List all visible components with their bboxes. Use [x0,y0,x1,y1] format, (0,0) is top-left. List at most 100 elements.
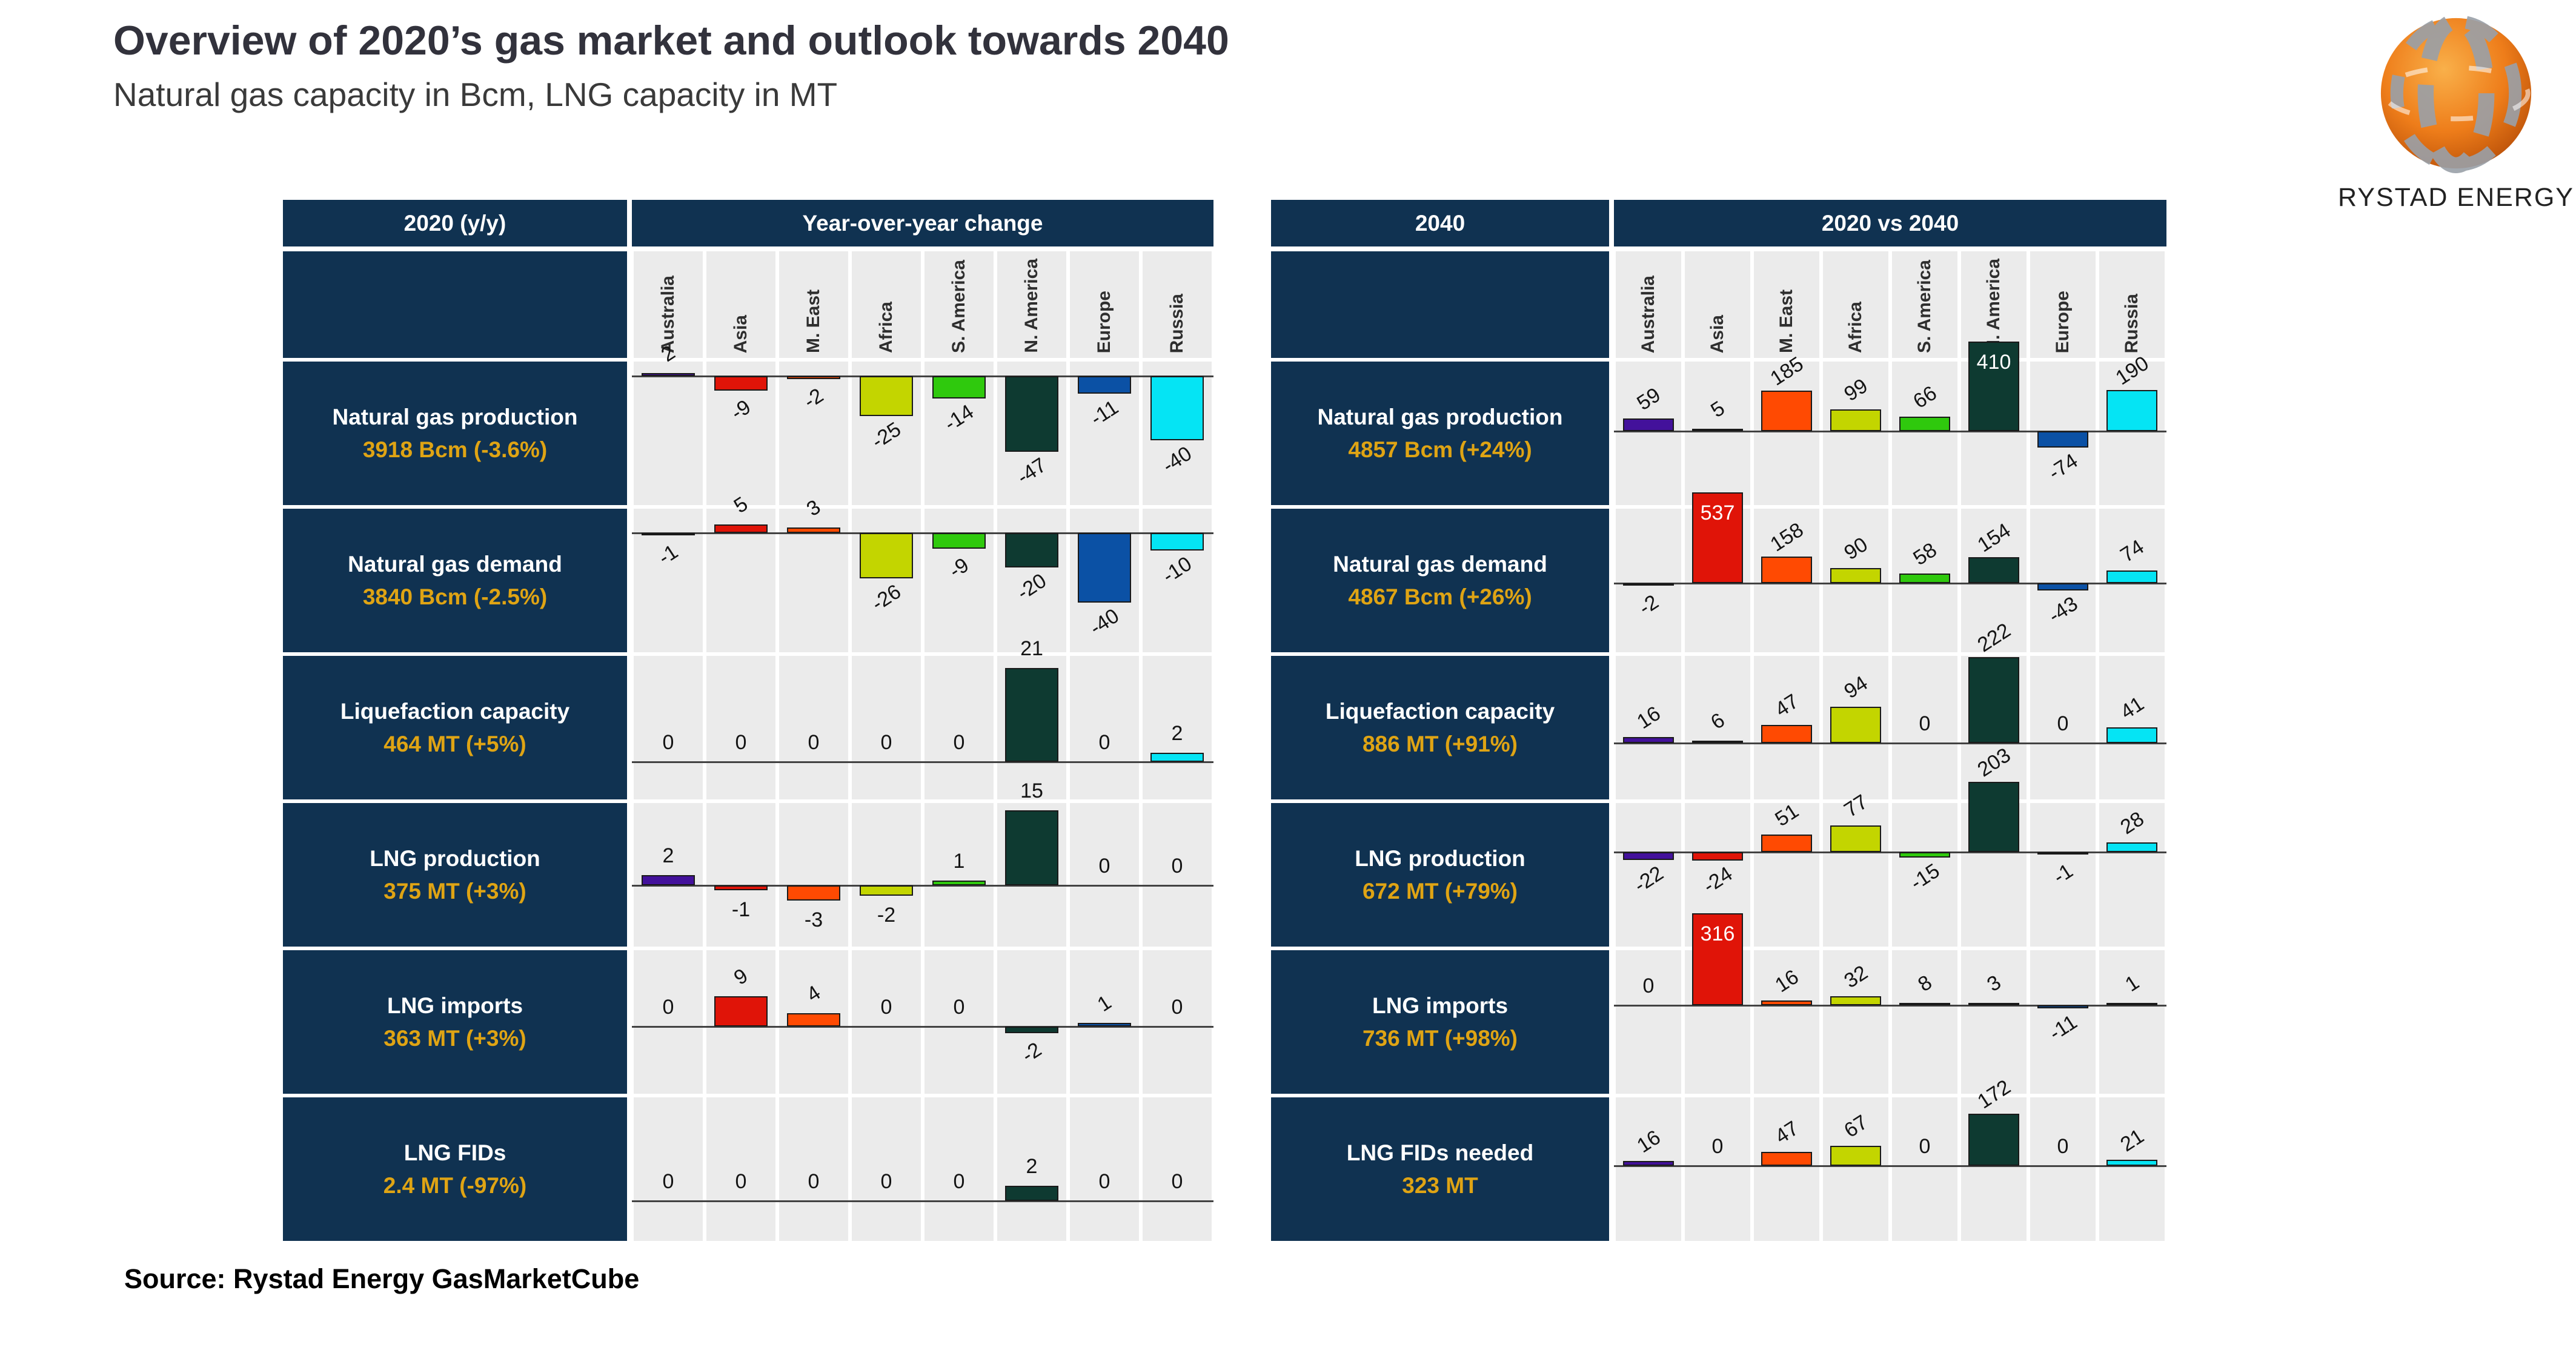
bar-value-label: 21 [1020,637,1043,660]
metric-bar-row: 0 0 0 0 0 21 0 2 [632,637,1213,799]
metric-name: Natural gas demand [348,551,562,577]
panel-2040: 2040 2020 vs 2040 Natural gas production 48… [1271,200,2166,1245]
bar [1622,1161,1675,1166]
panel-body: Natural gas production 4857 Bcm (+24%) Nat… [1271,251,2166,1245]
metric-total: 323 MT [1402,1172,1478,1198]
bar-value-label: 1 [953,849,965,873]
metric-total: 375 MT (+3%) [383,878,526,904]
column-stripe [1685,362,1750,505]
bar-cell: 94 [1821,656,1890,799]
bar-cell: 0 [632,1097,705,1241]
bar-cell: 0 [923,656,995,799]
column-stripe [1754,950,1819,1094]
bar-cell: 16 [1752,950,1821,1094]
panel-header-comparison: 2020 vs 2040 [1614,200,2166,246]
column-stripe [634,950,703,1094]
metric-bar-row: 2 -9 -2 -25 -14 -47 -11 -40 [632,341,1213,505]
bar-cell: 0 [777,656,850,799]
bar [1830,996,1882,1005]
bar-cell: -20 [995,509,1068,652]
column-stripe [1143,656,1212,799]
rystad-energy-logo: RYSTAD ENERGY [2336,13,2576,213]
column-stripe [1754,251,1819,358]
bar [1691,429,1744,431]
bar [1004,533,1059,568]
region-header-cell: N. America [1959,251,2028,358]
bar-value-label: 0 [808,731,820,754]
bar [1004,810,1059,885]
bar [1622,736,1675,743]
bar [1968,782,2020,852]
bar-cell: 190 [2097,351,2166,505]
bar [714,996,768,1027]
bar-cell: 0 [1890,656,1959,799]
bar-cell: -43 [2028,509,2097,652]
bar-value-label: 0 [1098,855,1110,878]
bar-value-label: -2 [877,903,896,927]
bar [786,885,841,901]
bar [1761,834,1813,852]
zero-axis-line [632,885,1213,887]
bar-value-label: 0 [880,1170,892,1193]
column-stripe [1754,1097,1819,1241]
bar [1830,825,1882,852]
bar [859,885,914,896]
bar-cell: 3 [1959,950,2028,1094]
column-stripe [1143,251,1212,358]
column-stripe [1685,251,1750,358]
metric-row-label: Natural gas production 4857 Bcm (+24%) [1271,362,1609,505]
column-stripe [1616,803,1681,947]
column-stripe [1961,950,2027,1094]
metric-total: 4857 Bcm (+24%) [1348,437,1532,462]
bar [1968,656,2020,743]
bar-cell: 0 [2028,656,2097,799]
bar-value-label: 537 [1700,501,1735,524]
bar [1004,376,1059,452]
bar-cell: 0 [632,656,705,799]
column-stripe [634,656,703,799]
column-stripe [1685,656,1750,799]
bar-cell: 4 [777,950,850,1094]
bar-cell: 21 [995,637,1068,799]
bar-value-label: 0 [953,996,965,1019]
bar [1830,409,1882,431]
bar-cell: 154 [1959,509,2028,652]
column-stripe [925,251,994,358]
column-stripe [706,1097,775,1241]
bar-value-label: 316 [1700,922,1735,946]
bar-cell: -2 [995,950,1068,1094]
region-column-label: Europe [2052,290,2073,353]
column-stripe [1892,950,1957,1094]
column-stripe [852,251,921,358]
zero-axis-line [1614,1165,2166,1167]
bar-cell: -1 [2028,803,2097,947]
bar [2037,431,2089,448]
column-stripe [1754,362,1819,505]
row-label-column: Natural gas production 4857 Bcm (+24%) Nat… [1271,251,1609,1245]
bar-cell: 74 [2097,509,2166,652]
column-stripe [1961,251,2027,358]
bar [641,875,695,885]
bar [1899,1003,1951,1005]
metric-name: LNG FIDs [403,1140,506,1165]
metric-bar-row: 0 0 0 0 0 2 0 0 [632,1097,1213,1241]
region-header-cell: Europe [2028,251,2097,358]
region-header-band: Australia Asia M. East Africa S. America N. A… [632,251,1213,358]
region-column-label: Africa [1845,301,1865,353]
bar [1761,1000,1813,1005]
column-stripe [779,1097,848,1241]
column-stripe [1685,1097,1750,1241]
column-stripe [634,251,703,358]
column-stripe [2099,362,2165,505]
metric-row-label: Natural gas demand 4867 Bcm (+26%) [1271,509,1609,652]
column-stripe [1892,656,1957,799]
metric-bar-row: 0 316 16 32 8 3 -11 1 [1614,913,2166,1094]
bar [932,880,986,885]
bar [2106,1003,2158,1005]
bar [932,533,986,549]
region-header-cell: S. America [923,251,995,358]
bar-cell: 67 [1821,1097,1890,1241]
bar-cell: 0 [923,1097,995,1241]
region-column-label: Russia [1166,293,1187,353]
bar [1077,1023,1132,1027]
